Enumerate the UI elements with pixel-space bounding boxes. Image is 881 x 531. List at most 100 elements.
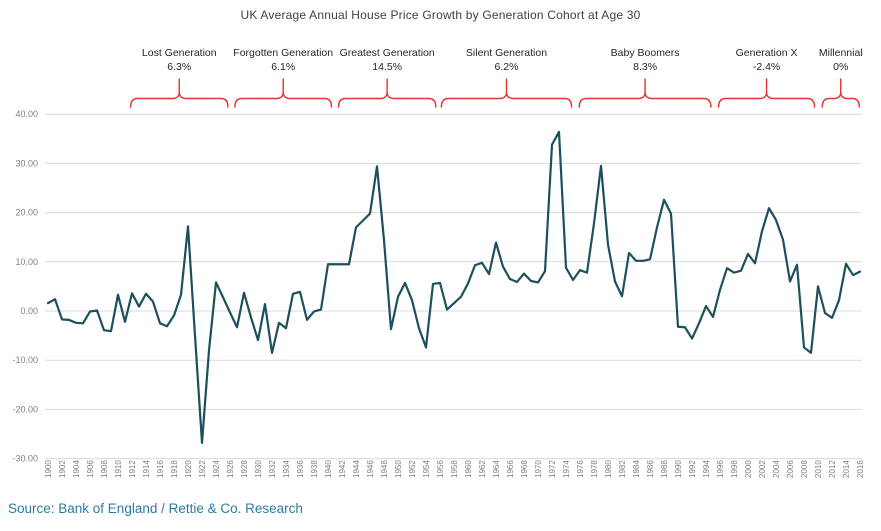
x-axis-tick-label: 2012 <box>828 460 837 478</box>
x-axis-tick-label: 1980 <box>604 460 613 478</box>
x-axis-tick-label: 1994 <box>702 460 711 478</box>
generation-annotation: Silent Generation 6.2% <box>466 46 547 74</box>
x-axis-tick-label: 1926 <box>226 460 235 478</box>
y-axis-tick-label: -30.00 <box>12 454 38 464</box>
generation-brace <box>821 78 860 108</box>
generation-average-value: 6.2% <box>494 61 519 73</box>
generation-average-value: 14.5% <box>372 61 403 73</box>
x-axis-tick-label: 1934 <box>282 460 291 478</box>
x-axis-tick-label: 1974 <box>562 460 571 478</box>
x-axis-tick-label: 1950 <box>394 460 403 478</box>
x-axis-tick-label: 2008 <box>800 460 809 478</box>
x-axis-tick-label: 1904 <box>72 460 81 478</box>
x-axis-tick-label: 1944 <box>352 460 361 478</box>
generation-average-value: 6.1% <box>271 61 296 73</box>
generation-brace <box>234 78 333 108</box>
generation-annotation: Millennial 0% <box>819 46 863 74</box>
y-axis-tick-label: -20.00 <box>12 404 38 414</box>
generation-brace <box>337 78 437 108</box>
generation-name: Millennial <box>818 47 863 59</box>
generation-name: Forgotten Generation <box>233 47 334 59</box>
generation-brace <box>578 78 712 108</box>
x-axis-tick-label: 1930 <box>254 460 263 478</box>
generation-name: Baby Boomers <box>610 47 680 59</box>
y-axis-tick-label: 0.00 <box>20 306 38 316</box>
x-axis-tick-label: 1998 <box>730 460 739 478</box>
x-axis-tick-label: 1910 <box>114 460 123 478</box>
x-axis-tick-label: 1900 <box>44 460 53 478</box>
price-growth-line <box>46 130 862 444</box>
x-axis-tick-label: 1936 <box>296 460 305 478</box>
x-axis-tick-label: 1986 <box>646 460 655 478</box>
generation-name: Generation X <box>735 47 798 59</box>
y-axis-tick-label: 20.00 <box>15 208 38 218</box>
x-axis-tick-label: 1948 <box>380 460 389 478</box>
x-axis-tick-label: 2010 <box>814 460 823 478</box>
x-axis-tick-label: 2006 <box>786 460 795 478</box>
x-axis-tick-label: 1988 <box>660 460 669 478</box>
generation-name: Lost Generation <box>141 47 217 59</box>
x-axis-tick-label: 1946 <box>366 460 375 478</box>
generation-brace <box>129 78 229 108</box>
x-axis-tick-label: 1970 <box>534 460 543 478</box>
x-axis-tick-label: 1956 <box>436 460 445 478</box>
generation-annotation: Generation X -2.4% <box>736 46 798 74</box>
generation-annotation: Baby Boomers 8.3% <box>611 46 680 74</box>
y-axis-tick-label: 30.00 <box>15 158 38 168</box>
x-axis-tick-label: 1968 <box>520 460 529 478</box>
x-axis-tick-label: 1906 <box>86 460 95 478</box>
chart-title: UK Average Annual House Price Growth by … <box>240 8 641 22</box>
x-axis-tick-label: 2000 <box>744 460 753 478</box>
x-axis-tick-label: 2002 <box>758 460 767 478</box>
x-axis-tick-label: 1952 <box>408 460 417 478</box>
generation-average-value: 8.3% <box>633 61 658 73</box>
x-axis-tick-label: 1908 <box>100 460 109 478</box>
x-axis-tick-label: 1978 <box>590 460 599 478</box>
y-axis-tick-label: 40.00 <box>15 109 38 119</box>
x-axis-tick-label: 1912 <box>128 460 137 478</box>
x-axis-tick-label: 1954 <box>422 460 431 478</box>
x-axis-tick-label: 1918 <box>170 460 179 478</box>
generation-average-value: -2.4% <box>752 61 781 73</box>
x-axis-tick-label: 2016 <box>856 460 865 478</box>
x-axis-tick-label: 1966 <box>506 460 515 478</box>
x-axis-tick-label: 1942 <box>338 460 347 478</box>
generation-annotation: Lost Generation 6.3% <box>142 46 217 74</box>
x-axis-tick-label: 1982 <box>618 460 627 478</box>
x-axis-tick-label: 1902 <box>58 460 67 478</box>
x-axis-tick-label: 1924 <box>212 460 221 478</box>
y-axis-tick-label: 10.00 <box>15 257 38 267</box>
x-axis-tick-label: 1914 <box>142 460 151 478</box>
x-axis-tick-label: 1960 <box>464 460 473 478</box>
x-axis-tick-label: 1976 <box>576 460 585 478</box>
x-axis-tick-label: 1984 <box>632 460 641 478</box>
generation-brace <box>717 78 816 108</box>
x-axis-tick-label: 1962 <box>478 460 487 478</box>
x-axis-tick-label: 1928 <box>240 460 249 478</box>
x-axis-tick-label: 1972 <box>548 460 557 478</box>
x-axis-tick-label: 1920 <box>184 460 193 478</box>
x-axis-tick-label: 1916 <box>156 460 165 478</box>
x-axis-tick-label: 1990 <box>674 460 683 478</box>
x-axis-tick-label: 1964 <box>492 460 501 478</box>
x-axis-tick-label: 1932 <box>268 460 277 478</box>
y-axis-tick-label: -10.00 <box>12 355 38 365</box>
generation-average-value: 6.3% <box>167 61 192 73</box>
generation-name: Greatest Generation <box>339 47 435 59</box>
generation-brace <box>440 78 573 108</box>
x-axis-tick-label: 1958 <box>450 460 459 478</box>
x-axis-tick-label: 1938 <box>310 460 319 478</box>
x-axis-tick-label: 1992 <box>688 460 697 478</box>
generation-annotation: Greatest Generation 14.5% <box>340 46 435 74</box>
generation-average-value: 0% <box>833 61 849 73</box>
x-axis-tick-label: 1922 <box>198 460 207 478</box>
generation-name: Silent Generation <box>465 47 548 59</box>
source-caption: Source: Bank of England / Rettie & Co. R… <box>8 501 303 516</box>
x-axis-tick-label: 2004 <box>772 460 781 478</box>
x-axis-tick-label: 2014 <box>842 460 851 478</box>
generation-annotation: Forgotten Generation 6.1% <box>233 46 333 74</box>
x-axis-tick-label: 1940 <box>324 460 333 478</box>
x-axis-tick-label: 1996 <box>716 460 725 478</box>
